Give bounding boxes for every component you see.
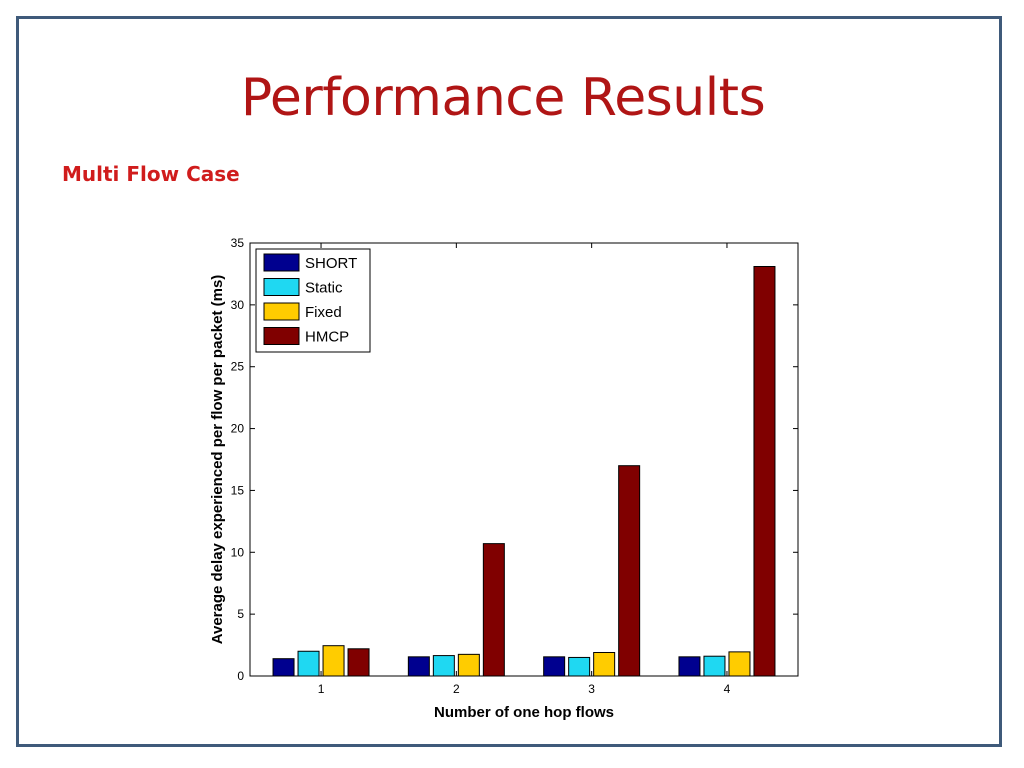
legend-label-fixed: Fixed (305, 304, 342, 321)
legend: SHORT Static Fixed HMCP (255, 248, 371, 353)
bar-short-1 (272, 658, 295, 677)
y-tick-label: 5 (237, 607, 244, 621)
slide-subtitle: Multi Flow Case (62, 162, 240, 186)
ticks-layer: 0 5 10 15 20 25 30 35 1 2 3 4 (231, 236, 798, 696)
plot-frame (249, 242, 799, 677)
legend-label-static: Static (305, 280, 343, 297)
bar-short-2 (407, 656, 430, 677)
legend-swatch-static (263, 278, 300, 296)
y-tick-label: 35 (231, 236, 245, 250)
x-axis-label: Number of one hop flows (434, 704, 614, 721)
bar-hmcp-2 (482, 543, 505, 677)
y-tick-label: 0 (237, 669, 244, 683)
legend-swatch-fixed (263, 302, 300, 321)
bar-static-4 (703, 655, 726, 677)
x-tick-label: 1 (318, 682, 325, 696)
bar-short-3 (543, 656, 566, 677)
y-tick-label: 20 (231, 422, 245, 436)
legend-swatch-hmcp (263, 327, 300, 345)
y-tick-label: 10 (231, 545, 245, 559)
bar-fixed-2 (457, 653, 480, 677)
legend-label-hmcp: HMCP (305, 329, 349, 346)
x-tick-label: 3 (588, 682, 595, 696)
slide-frame (16, 16, 1002, 747)
y-tick-label: 15 (231, 483, 245, 497)
bars-layer (272, 266, 776, 677)
bar-static-3 (568, 656, 591, 677)
legend-swatch-short (263, 253, 300, 272)
slide-title: Performance Results (240, 68, 766, 128)
x-tick-label: 4 (724, 682, 731, 696)
x-tick-label: 2 (453, 682, 460, 696)
bar-hmcp-3 (618, 465, 641, 677)
bar-static-2 (432, 655, 455, 677)
legend-label-short: SHORT (305, 255, 357, 272)
bar-fixed-1 (322, 645, 345, 677)
bar-fixed-4 (728, 651, 751, 677)
bar-fixed-3 (593, 651, 616, 677)
y-tick-label: 30 (231, 298, 245, 312)
bar-hmcp-4 (753, 266, 776, 677)
bar-static-1 (297, 650, 320, 677)
y-tick-label: 25 (231, 360, 245, 374)
bar-hmcp-1 (347, 648, 370, 677)
bar-short-4 (678, 656, 701, 677)
y-axis-label: Average delay experienced per flow per p… (209, 275, 226, 645)
